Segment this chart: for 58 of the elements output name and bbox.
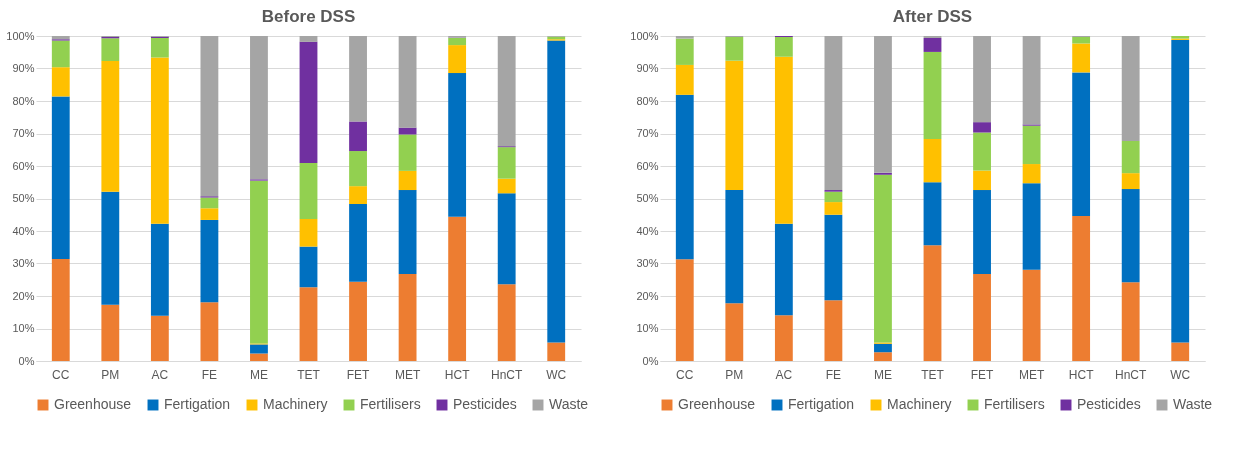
legend-label: Fertilisers — [984, 396, 1045, 412]
x-tick-label: FET — [346, 367, 371, 382]
x-tick-label: AC — [151, 367, 169, 382]
y-tick-label: 10% — [12, 322, 35, 334]
y-tick-label: 40% — [12, 224, 35, 237]
legend-label: Fertilisers — [360, 396, 421, 412]
x-tick-label: AC — [775, 367, 793, 382]
y-tick-label: 90% — [636, 62, 659, 74]
legend-label: Machinery — [887, 396, 952, 412]
x-tick-label: CC — [52, 367, 70, 382]
legend-label: Pesticides — [453, 396, 517, 412]
x-tick-label: HCT — [444, 367, 471, 382]
x-tick-label: HCT — [1068, 367, 1095, 382]
y-tick-label: 20% — [636, 289, 659, 302]
x-tick-label: ME — [249, 367, 268, 382]
legend-label: Greenhouse — [678, 396, 756, 412]
x-tick-label: TET — [921, 367, 945, 382]
chart-title: Before DSS — [261, 7, 356, 26]
legend-label: Machinery — [263, 396, 328, 412]
x-tick-label: MET — [394, 367, 421, 382]
y-tick-label: 50% — [636, 192, 659, 204]
legend-label: Greenhouse — [54, 396, 132, 412]
y-tick-label: 100% — [630, 29, 659, 42]
y-tick-label: 20% — [12, 289, 35, 302]
legend-label: Pesticides — [1077, 396, 1141, 412]
y-tick-label: 90% — [12, 62, 35, 74]
x-tick-label: FE — [201, 367, 218, 382]
x-tick-label: ME — [873, 367, 892, 382]
y-tick-label: 30% — [12, 257, 35, 269]
y-tick-label: 80% — [636, 94, 659, 107]
x-tick-label: MET — [1018, 367, 1045, 382]
x-tick-label: TET — [297, 367, 321, 382]
x-tick-label: PM — [725, 367, 744, 382]
x-tick-label: HnCT — [491, 367, 524, 382]
y-tick-label: 0% — [642, 354, 659, 367]
x-tick-label: FE — [825, 367, 842, 382]
y-tick-label: 40% — [636, 224, 659, 237]
y-tick-label: 30% — [636, 257, 659, 269]
y-tick-label: 100% — [6, 29, 35, 42]
x-tick-label: FET — [970, 367, 995, 382]
legend-label: Waste — [549, 396, 589, 412]
chart-title: After DSS — [892, 7, 973, 26]
x-tick-label: WC — [546, 367, 567, 382]
legend-label: Waste — [1173, 396, 1213, 412]
y-tick-label: 0% — [18, 354, 35, 367]
y-tick-label: 10% — [636, 322, 659, 334]
y-tick-label: 70% — [12, 127, 35, 139]
legend-label: Fertigation — [788, 396, 855, 412]
x-tick-label: HnCT — [1115, 367, 1148, 382]
legend-label: Fertigation — [164, 396, 231, 412]
y-tick-label: 70% — [636, 127, 659, 139]
y-tick-label: 60% — [636, 159, 659, 172]
x-tick-label: WC — [1170, 367, 1191, 382]
y-tick-label: 80% — [12, 94, 35, 107]
x-tick-label: CC — [676, 367, 694, 382]
y-tick-label: 50% — [12, 192, 35, 204]
y-tick-label: 60% — [12, 159, 35, 172]
x-tick-label: PM — [101, 367, 120, 382]
